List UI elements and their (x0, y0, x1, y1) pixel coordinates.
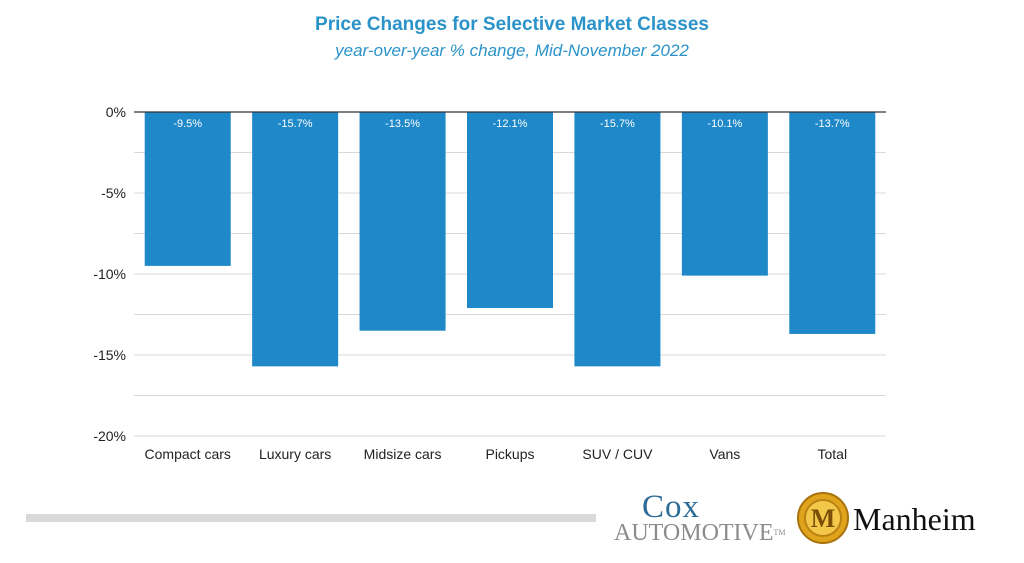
y-tick-label: -5% (101, 185, 126, 201)
x-category-label: Total (817, 446, 847, 462)
automotive-logo-text: AutomotiveTM (614, 520, 786, 546)
automotive-text: Automotive (614, 520, 774, 546)
data-label-1: -15.7% (278, 118, 313, 130)
trademark-mark: TM (773, 528, 786, 537)
bar-1 (252, 112, 339, 367)
data-label-6: -13.7% (815, 118, 850, 130)
data-label-4: -15.7% (600, 118, 635, 130)
manheim-logo: M Manheim (796, 491, 1011, 547)
x-category-label: Compact cars (145, 446, 231, 462)
bar-0 (144, 112, 231, 266)
bar-4 (574, 112, 661, 367)
y-tick-label: -20% (93, 428, 126, 444)
chart-subtitle: year-over-year % change, Mid-November 20… (335, 41, 689, 60)
x-category-label: Midsize cars (364, 446, 442, 462)
x-category-label: Luxury cars (259, 446, 331, 462)
y-tick-label: -10% (93, 266, 126, 282)
x-category-label: SUV / CUV (582, 446, 653, 462)
data-label-5: -10.1% (707, 118, 742, 130)
bar-3 (467, 112, 553, 309)
bar-chart: -9.5% -15.7% -13.5% -12.1% -15.7% -10.1% -13.7… (93, 104, 886, 462)
data-label-0: -9.5% (173, 118, 202, 130)
data-label-2: -13.5% (385, 118, 420, 130)
manheim-logo-text: Manheim (853, 501, 976, 537)
bar-6 (789, 112, 876, 334)
x-category-label: Vans (709, 446, 740, 462)
manheim-emblem-icon: M (797, 492, 849, 544)
x-category-label: Pickups (485, 446, 534, 462)
y-tick-label: 0% (106, 104, 126, 120)
bar-2 (359, 112, 446, 331)
y-tick-label: -15% (93, 347, 126, 363)
cox-logo-text: Cox (642, 489, 701, 525)
bar-5 (681, 112, 768, 276)
footer-divider (26, 514, 596, 522)
chart-title: Price Changes for Selective Market Class… (315, 14, 709, 35)
data-label-3: -12.1% (493, 118, 528, 130)
manheim-emblem-letter: M (811, 504, 836, 533)
cox-automotive-logo: Cox AutomotiveTM (612, 489, 786, 548)
